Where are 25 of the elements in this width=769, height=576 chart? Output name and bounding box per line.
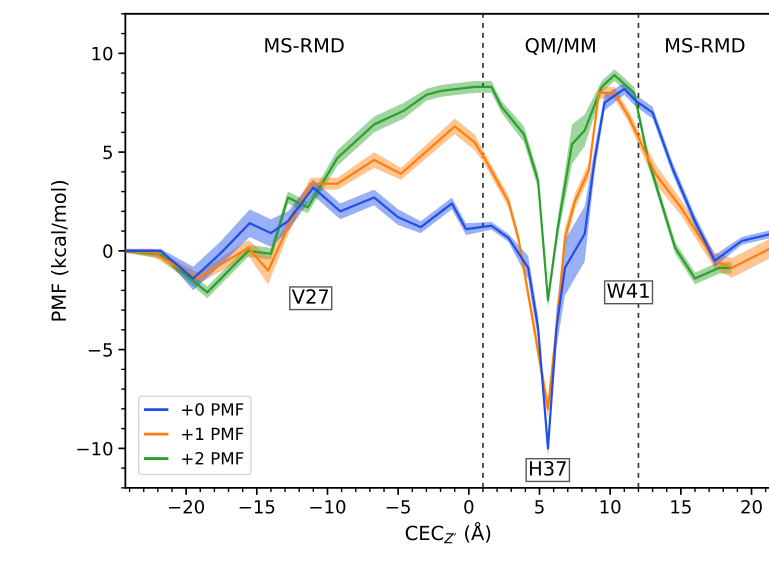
annotation: W41 [607, 284, 649, 298]
x-tick-label: −20 [168, 500, 204, 514]
y-tick-label: 0 [103, 244, 112, 258]
legend-label: +1 PMF [182, 428, 244, 440]
x-tick-label: −5 [386, 500, 410, 514]
legend-label: +2 PMF [182, 452, 244, 464]
y-tick-label: 10 [92, 46, 112, 60]
x-tick-label: 5 [535, 500, 544, 514]
x-axis-title: CEC$_{Z′}$ (Å) [406, 522, 490, 544]
y-tick-label: −5 [88, 343, 112, 357]
y-axis-title: PMF (kcal/mol) [51, 180, 68, 320]
x-tick-label: 15 [671, 500, 691, 514]
x-tick-label: 20 [741, 500, 762, 514]
annotation: QM/MM [526, 38, 595, 55]
x-tick-label: 10 [600, 500, 620, 514]
annotation: MS-RMD [265, 38, 344, 53]
annotation: H37 [530, 461, 566, 476]
x-tick-label: −15 [240, 500, 274, 514]
annotation: MS-RMD [666, 38, 744, 53]
legend-label: +0 PMF [182, 403, 244, 416]
x-tick-label: −10 [310, 500, 346, 514]
annotation: V27 [292, 289, 328, 304]
y-tick-label: −10 [77, 442, 112, 456]
x-tick-label: 0 [464, 500, 474, 514]
y-tick-label: 5 [103, 146, 112, 160]
